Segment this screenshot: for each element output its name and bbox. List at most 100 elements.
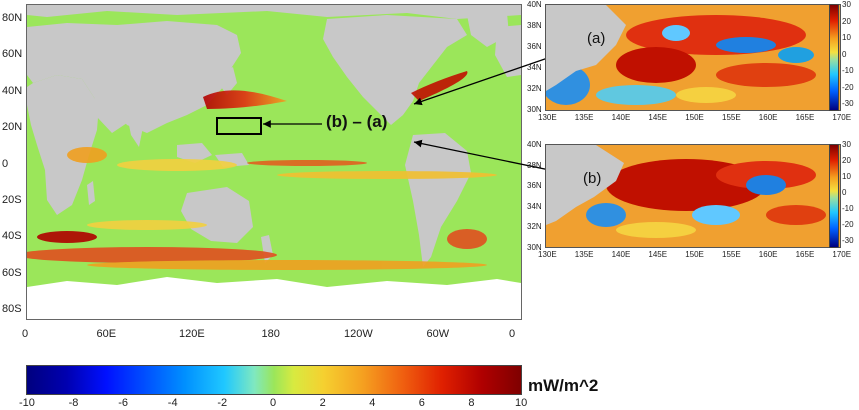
panel-b-map xyxy=(545,144,841,248)
panel-b-lon-tick: 130E xyxy=(538,250,557,259)
colorbar-tick-label: -4 xyxy=(167,397,178,409)
colorbar-tick-label: -10 xyxy=(19,397,35,409)
lon-tick-label: 60W xyxy=(426,328,450,340)
lat-tick-label: 40S xyxy=(2,230,22,243)
panel-a-colorbar-tick: -30 xyxy=(842,99,854,108)
global-map-svg xyxy=(27,5,521,319)
panel-b-svg xyxy=(546,145,840,247)
panel-a-colorbar-tick: 10 xyxy=(842,33,851,42)
panel-a-lon-tick: 155E xyxy=(722,113,741,122)
colorbar-tick-label: -2 xyxy=(217,397,228,409)
lon-tick-label: 120E xyxy=(179,328,205,340)
lon-tick-label: 180 xyxy=(261,328,280,340)
japan xyxy=(221,67,237,95)
colorbar-tick-label: -6 xyxy=(118,397,128,409)
lat-tick-label: 20S xyxy=(2,194,22,206)
panel-a-map xyxy=(545,4,841,111)
lat-tick-label: 20N xyxy=(2,121,23,134)
panel-b-colorbar-tick: 0 xyxy=(842,188,847,197)
flux-hotspots xyxy=(27,71,497,270)
lat-tick-label: 60S xyxy=(2,266,22,279)
africa xyxy=(27,75,99,215)
panel-b-colorbar-tick: -20 xyxy=(842,220,854,229)
lon-tick-label: 0 xyxy=(509,328,516,340)
arabia xyxy=(87,97,127,133)
panel-a-colorbar xyxy=(829,4,839,111)
panel-a-svg xyxy=(546,5,840,110)
colorbar-tick-label: 4 xyxy=(369,397,376,409)
panel-b-label: (b) xyxy=(583,170,602,187)
colorbar-unit: mW/m^2 xyxy=(528,376,599,395)
panel-a-lon-tick: 170E xyxy=(832,113,852,122)
panel-a-lat-tick: 34N xyxy=(527,63,542,72)
europe-west xyxy=(495,25,521,77)
eurasia xyxy=(27,21,241,133)
panel-a-colorbar-tick: -10 xyxy=(842,66,854,75)
panel-b-lat-tick: 38N xyxy=(527,160,542,170)
panel-a-lat-tick: 32N xyxy=(527,84,542,93)
panel-b-lon-tick: 160E xyxy=(758,250,778,259)
arctic-land xyxy=(27,5,521,19)
panel-a-colorbar-tick: 20 xyxy=(842,16,851,26)
panel-b-colorbar-tick: -10 xyxy=(842,204,854,213)
colorbar-tick-label: 10 xyxy=(515,397,528,409)
colorbar-tick-label: 6 xyxy=(418,397,425,409)
australia xyxy=(181,187,253,243)
lat-tick-label: 80S xyxy=(2,303,22,316)
antarctica xyxy=(27,277,521,319)
lat-tick-label: 80N xyxy=(2,12,23,24)
panel-b-lat-tick: 30N xyxy=(527,242,542,252)
panel-b-lon-tick: 165E xyxy=(795,250,815,259)
panel-a-lon-tick: 150E xyxy=(685,113,704,122)
borneo xyxy=(177,143,212,163)
lon-tick-label: 120W xyxy=(344,328,373,340)
panel-a-lat-tick: 36N xyxy=(527,42,542,51)
panel-b-lat-tick: 32N xyxy=(527,222,542,231)
panel-a-lon-tick: 165E xyxy=(795,113,815,122)
panel-a-land xyxy=(546,5,626,91)
panel-a-lon-tick: 135E xyxy=(574,113,594,122)
panel-b-lat-tick: 36N xyxy=(527,181,542,190)
panel-a-label: (a) xyxy=(587,30,606,47)
madagascar xyxy=(87,181,95,205)
lat-tick-label: 60N xyxy=(2,48,23,61)
panel-b-colorbar-tick: 10 xyxy=(842,172,851,181)
panel-a-lat-tick: 38N xyxy=(527,21,542,30)
panel-a-lon-tick: 160E xyxy=(758,113,778,122)
panel-b-lat-tick: 34N xyxy=(527,201,542,211)
north-america xyxy=(323,15,467,125)
panel-b-colorbar xyxy=(829,144,839,248)
lon-tick-label: 0 xyxy=(22,328,29,340)
panel-b-lon-tick: 155E xyxy=(722,250,741,259)
panel-b-colorbar-tick: 20 xyxy=(842,156,851,165)
colorbar-tick-label: 8 xyxy=(468,397,475,409)
colorbar-tick-label: 0 xyxy=(270,397,277,409)
difference-label: (b) – (a) xyxy=(326,112,388,131)
panel-b-colorbar-tick: -30 xyxy=(842,236,854,245)
panel-a-lon-tick: 145E xyxy=(648,113,668,122)
region-box xyxy=(216,117,262,135)
panel-b-lon-tick: 135E xyxy=(574,250,594,259)
panel-a-colorbar-tick: 0 xyxy=(842,49,847,59)
colorbar-tick-label: 2 xyxy=(319,397,326,409)
panel-a-lat-tick: 40N xyxy=(527,0,542,9)
india xyxy=(127,115,145,147)
main-colorbar xyxy=(26,365,522,395)
south-america xyxy=(405,133,471,267)
panel-b-lon-tick: 140E xyxy=(611,250,631,259)
panel-a-lat-tick: 30N xyxy=(527,105,542,114)
colorbar-tick-label: -8 xyxy=(68,397,79,409)
panel-a-colorbar-tick: -20 xyxy=(842,82,854,92)
panel-a-colorbar-tick: 30 xyxy=(842,0,851,9)
panel-b-lon-tick: 145E xyxy=(648,250,668,259)
lat-tick-label: 0 xyxy=(2,157,9,170)
panel-b-colorbar-tick: 30 xyxy=(842,140,851,149)
panel-b-lat-tick: 40N xyxy=(527,140,542,149)
panel-a-lon-tick: 130E xyxy=(538,113,557,122)
panel-b-lon-tick: 150E xyxy=(685,250,704,259)
global-map xyxy=(26,4,522,320)
panel-a-lon-tick: 140E xyxy=(611,113,631,122)
lat-tick-label: 40N xyxy=(2,84,23,97)
panel-b-lon-tick: 170E xyxy=(832,250,852,259)
lon-tick-label: 60E xyxy=(96,328,117,340)
